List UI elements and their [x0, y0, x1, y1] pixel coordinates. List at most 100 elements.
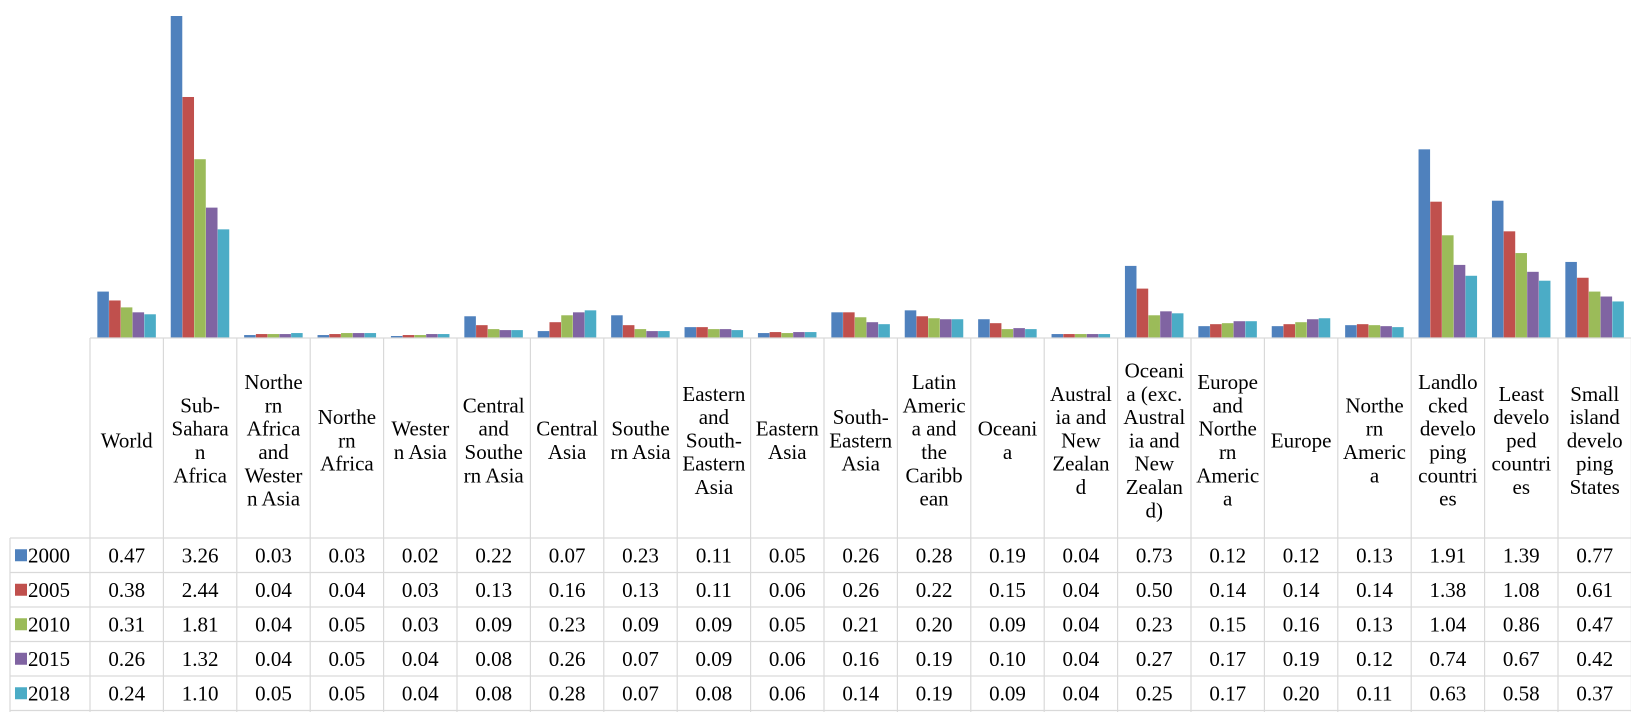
category-label-19-line-3: countri: [1492, 452, 1552, 476]
bar-2018-7: [658, 331, 670, 338]
category-label-5-line-2: Southe: [465, 440, 523, 464]
table-value-2005-7: 0.13: [622, 578, 659, 602]
category-label-4-line-1: n Asia: [394, 440, 448, 464]
table-value-2018-19: 0.58: [1503, 681, 1540, 705]
category-label-14-line-3: ia and: [1129, 428, 1180, 452]
category-label-8-line-3: Eastern: [682, 452, 745, 476]
bar-2005-10: [843, 312, 855, 338]
table-value-2018-14: 0.25: [1136, 681, 1173, 705]
series-label-2015: 2015: [28, 647, 70, 671]
bar-2000-15: [1198, 326, 1210, 338]
table-value-2000-19: 1.39: [1503, 543, 1540, 567]
table-value-2015-4: 0.04: [402, 647, 439, 671]
bar-2000-0: [97, 291, 109, 338]
table-value-2015-2: 0.04: [255, 647, 292, 671]
category-label-2-line-5: n Asia: [247, 487, 301, 511]
bar-2015-18: [1453, 264, 1466, 338]
table-value-2010-3: 0.05: [329, 612, 366, 636]
bar-2015-8: [719, 329, 732, 338]
bar-2010-4: [414, 335, 426, 338]
category-label-14-line-0: Oceani: [1125, 358, 1185, 382]
category-label-2-line-3: and: [258, 440, 289, 464]
category-label-3-line-2: Africa: [320, 452, 374, 476]
bar-2018-3: [364, 333, 377, 338]
category-label-18-line-1: cked: [1428, 393, 1468, 417]
bar-2000-14: [1124, 265, 1137, 338]
table-value-2018-2: 0.05: [255, 681, 292, 705]
table-value-2005-2: 0.04: [255, 578, 292, 602]
bar-2005-12: [989, 323, 1002, 338]
bar-2005-14: [1136, 288, 1149, 338]
table-value-2005-18: 1.38: [1430, 578, 1467, 602]
bar-2010-8: [708, 329, 720, 338]
bar-2018-10: [878, 324, 890, 338]
bar-2005-7: [622, 325, 635, 338]
data-table-layer: 2000 0.47 3.26 0.03 0.03 0.02 0.22 0.07 0.23 0.11…: [9, 338, 1631, 712]
legend-key-2000: [15, 549, 27, 562]
bar-2000-8: [684, 327, 697, 338]
table-value-2005-9: 0.06: [769, 578, 806, 602]
bar-2018-4: [437, 334, 450, 338]
table-value-2000-13: 0.04: [1063, 543, 1100, 567]
bar-2010-1: [194, 159, 206, 338]
table-value-2018-7: 0.07: [622, 681, 659, 705]
bar-2018-6: [584, 310, 597, 338]
table-value-2018-4: 0.04: [402, 681, 439, 705]
category-label-18-line-0: Landlo: [1418, 370, 1477, 394]
table-value-2018-16: 0.20: [1283, 681, 1320, 705]
table-value-2018-1: 1.10: [182, 681, 219, 705]
bar-2010-18: [1442, 235, 1454, 338]
bar-2015-9: [793, 332, 805, 338]
table-value-2010-8: 0.09: [696, 612, 733, 636]
bar-2005-15: [1210, 324, 1222, 338]
table-value-2010-11: 0.20: [916, 612, 953, 636]
category-label-9-line-1: Asia: [768, 440, 807, 464]
legend-key-2015: [15, 652, 27, 665]
table-value-2018-6: 0.28: [549, 681, 586, 705]
table-value-2015-18: 0.74: [1430, 647, 1467, 671]
category-label-10-line-0: South-: [833, 405, 889, 429]
bar-2000-2: [244, 335, 256, 338]
table-value-2010-19: 0.86: [1503, 612, 1540, 636]
bar-2010-20: [1588, 291, 1601, 338]
bar-2010-11: [928, 318, 940, 338]
bar-2000-20: [1565, 261, 1577, 338]
table-value-2000-9: 0.05: [769, 543, 806, 567]
bar-2018-8: [731, 330, 744, 338]
category-label-19-line-0: Least: [1499, 382, 1545, 406]
bar-2015-1: [205, 207, 218, 338]
bar-2005-20: [1577, 277, 1589, 338]
category-label-1-line-3: Africa: [173, 463, 227, 487]
table-value-2000-2: 0.03: [255, 543, 292, 567]
table-value-2005-13: 0.04: [1063, 578, 1100, 602]
category-label-3-line-1: rn: [338, 428, 356, 452]
bar-2005-9: [769, 332, 782, 338]
table-value-2000-0: 0.47: [108, 543, 145, 567]
bar-2015-15: [1233, 321, 1246, 338]
category-label-15-line-5: a: [1223, 487, 1233, 511]
bar-2018-20: [1612, 301, 1624, 338]
table-value-2015-14: 0.27: [1136, 647, 1173, 671]
bar-2010-13: [1075, 334, 1087, 338]
table-value-2005-17: 0.14: [1356, 578, 1393, 602]
bar-2018-1: [217, 229, 230, 338]
table-value-2018-5: 0.08: [475, 681, 512, 705]
category-label-1-line-0: Sub-: [180, 393, 220, 417]
category-label-14-line-2: Austral: [1123, 405, 1185, 429]
category-label-6-line-0: Central: [536, 417, 598, 441]
series-label-2005: 2005: [28, 578, 70, 602]
table-value-2018-15: 0.17: [1209, 681, 1246, 705]
table-value-2005-15: 0.14: [1209, 578, 1246, 602]
table-value-2015-0: 0.26: [108, 647, 145, 671]
table-value-2005-6: 0.16: [549, 578, 586, 602]
bar-2010-14: [1148, 315, 1160, 338]
bar-2015-2: [279, 334, 291, 338]
category-label-12-line-1: a: [1003, 440, 1013, 464]
table-value-2010-17: 0.13: [1356, 612, 1393, 636]
bar-2010-10: [854, 317, 867, 338]
bar-2015-13: [1086, 334, 1099, 338]
bar-2015-4: [426, 334, 438, 338]
category-label-14-line-1: a (exc.: [1126, 382, 1182, 406]
table-value-2000-1: 3.26: [182, 543, 219, 567]
